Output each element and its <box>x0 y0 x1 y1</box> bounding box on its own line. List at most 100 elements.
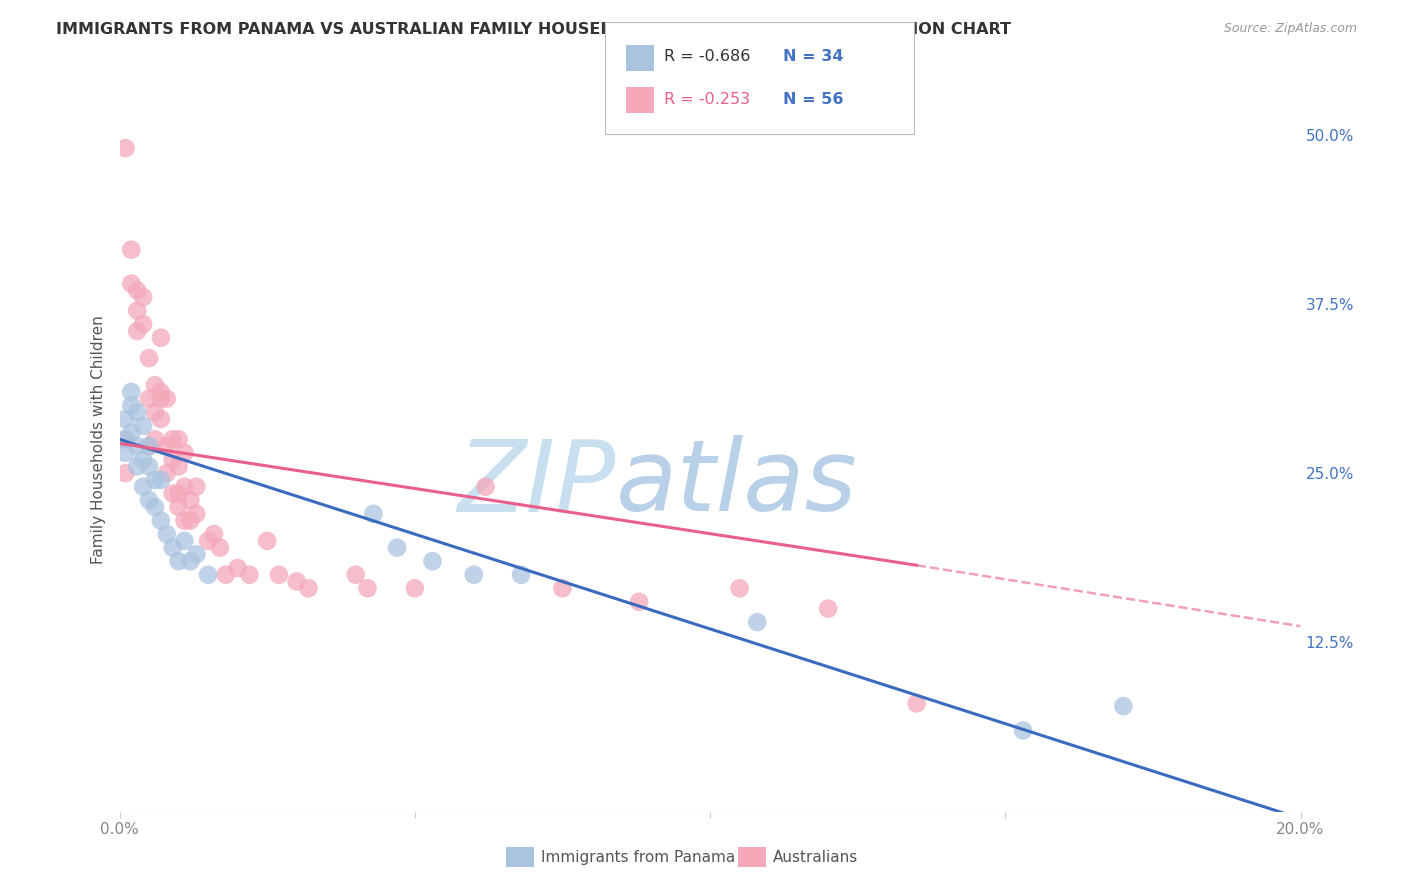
Point <box>156 392 179 406</box>
Point <box>132 317 155 331</box>
Point <box>628 595 651 609</box>
Point <box>127 439 149 453</box>
Point <box>267 567 290 582</box>
Point <box>132 418 155 433</box>
Point <box>127 303 149 318</box>
Point <box>156 466 179 480</box>
Point <box>474 480 496 494</box>
Point <box>197 533 219 548</box>
Point <box>510 567 533 582</box>
Point <box>162 433 184 447</box>
Point <box>149 384 172 399</box>
Point <box>186 548 208 562</box>
Point <box>120 384 142 399</box>
Text: atlas: atlas <box>616 435 858 533</box>
Text: N = 34: N = 34 <box>783 49 844 63</box>
Point <box>120 399 142 413</box>
Point <box>197 567 219 582</box>
Point <box>167 554 190 568</box>
Point <box>149 473 172 487</box>
Point <box>156 527 179 541</box>
Point <box>747 615 769 629</box>
Point <box>167 500 190 514</box>
Point <box>120 243 142 257</box>
Text: Source: ZipAtlas.com: Source: ZipAtlas.com <box>1223 22 1357 36</box>
Point <box>363 507 385 521</box>
Point <box>238 567 260 582</box>
Point <box>143 473 166 487</box>
Point <box>138 493 160 508</box>
Point <box>905 697 928 711</box>
Point <box>1012 723 1035 738</box>
Point <box>143 500 166 514</box>
Point <box>127 459 149 474</box>
Point <box>226 561 249 575</box>
Point <box>186 507 208 521</box>
Point <box>149 514 172 528</box>
Point <box>143 405 166 419</box>
Text: Immigrants from Panama: Immigrants from Panama <box>541 850 735 864</box>
Point <box>143 378 166 392</box>
Point <box>173 514 195 528</box>
Point <box>167 486 190 500</box>
Text: N = 56: N = 56 <box>783 93 844 107</box>
Point <box>186 480 208 494</box>
Point <box>256 533 278 548</box>
Point <box>138 439 160 453</box>
Point <box>728 582 751 596</box>
Point <box>149 392 172 406</box>
Point <box>173 446 195 460</box>
Point <box>173 480 195 494</box>
Point <box>114 412 136 426</box>
Point <box>179 554 201 568</box>
Text: R = -0.253: R = -0.253 <box>664 93 749 107</box>
Point <box>114 466 136 480</box>
Point <box>156 439 179 453</box>
Point <box>162 541 184 555</box>
Point <box>167 459 190 474</box>
Point <box>127 284 149 298</box>
Point <box>285 574 308 589</box>
Point <box>344 567 367 582</box>
Text: IMMIGRANTS FROM PANAMA VS AUSTRALIAN FAMILY HOUSEHOLDS WITH CHILDREN CORRELATION: IMMIGRANTS FROM PANAMA VS AUSTRALIAN FAM… <box>56 22 1011 37</box>
Point <box>114 433 136 447</box>
Point <box>404 582 426 596</box>
Point <box>149 331 172 345</box>
Point <box>422 554 444 568</box>
Point <box>551 582 574 596</box>
Point <box>817 601 839 615</box>
Point <box>215 567 238 582</box>
Point <box>132 290 155 304</box>
Point <box>179 514 201 528</box>
Point <box>132 480 155 494</box>
Point <box>149 412 172 426</box>
Point <box>167 433 190 447</box>
Text: R = -0.686: R = -0.686 <box>664 49 749 63</box>
Point <box>143 433 166 447</box>
Point <box>385 541 408 555</box>
Text: Australians: Australians <box>773 850 859 864</box>
Point <box>173 533 195 548</box>
Text: ZIP: ZIP <box>457 435 616 533</box>
Point <box>208 541 231 555</box>
Point <box>1112 699 1135 714</box>
Point <box>162 452 184 467</box>
Point <box>179 493 201 508</box>
Point <box>127 324 149 338</box>
Point <box>463 567 485 582</box>
Point <box>138 459 160 474</box>
Point <box>138 392 160 406</box>
Point <box>132 452 155 467</box>
Point <box>120 277 142 291</box>
Point <box>114 433 136 447</box>
Point <box>356 582 378 596</box>
Point <box>114 141 136 155</box>
Point <box>138 439 160 453</box>
Point <box>114 446 136 460</box>
Point <box>138 351 160 365</box>
Point <box>120 425 142 440</box>
Point <box>297 582 319 596</box>
Y-axis label: Family Households with Children: Family Households with Children <box>90 315 105 564</box>
Point <box>162 486 184 500</box>
Point <box>202 527 225 541</box>
